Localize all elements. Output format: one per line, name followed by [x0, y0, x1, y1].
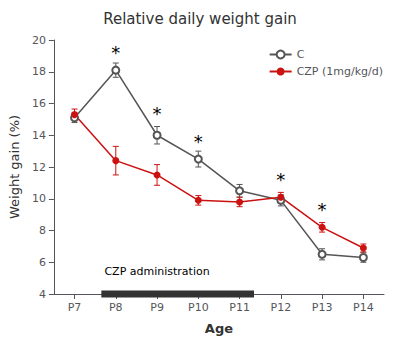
svg-text:18: 18 [32, 65, 46, 78]
svg-text:16: 16 [32, 97, 46, 110]
svg-text:12: 12 [32, 161, 46, 174]
svg-text:*: * [153, 103, 162, 124]
svg-text:CZP (1mg/kg/d): CZP (1mg/kg/d) [297, 65, 383, 78]
svg-text:P7: P7 [68, 301, 82, 314]
svg-text:8: 8 [39, 224, 46, 237]
svg-text:P11: P11 [229, 301, 250, 314]
svg-text:Weight gain (%): Weight gain (%) [7, 115, 22, 219]
svg-text:CZP administration: CZP administration [104, 265, 209, 278]
svg-text:P8: P8 [109, 301, 123, 314]
svg-text:P12: P12 [271, 301, 292, 314]
svg-text:10: 10 [32, 192, 46, 205]
svg-text:4: 4 [39, 288, 46, 301]
svg-text:*: * [318, 199, 327, 220]
svg-text:20: 20 [32, 34, 46, 47]
svg-text:P13: P13 [312, 301, 333, 314]
svg-text:C: C [297, 48, 305, 61]
svg-text:Relative daily weight gain: Relative daily weight gain [103, 10, 297, 28]
svg-text:14: 14 [32, 129, 46, 142]
svg-text:*: * [111, 42, 120, 63]
svg-text:Age: Age [205, 321, 233, 336]
svg-text:6: 6 [39, 256, 46, 269]
svg-text:P14: P14 [353, 301, 374, 314]
svg-text:P9: P9 [150, 301, 164, 314]
svg-text:P10: P10 [188, 301, 209, 314]
svg-text:*: * [194, 131, 203, 152]
svg-text:*: * [276, 169, 285, 190]
